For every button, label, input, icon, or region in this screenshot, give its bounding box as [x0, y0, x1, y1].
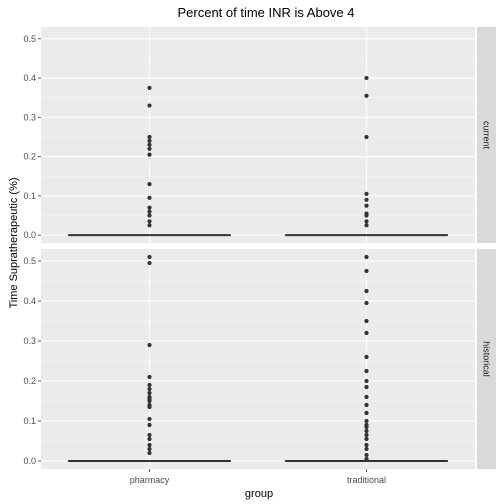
outlier-point	[364, 268, 369, 274]
outlier-point	[147, 152, 152, 157]
facet-panel-current: 0.0 0.1 0.2 0.3 0.4 0.5 current	[23, 27, 496, 243]
outlier-point	[147, 134, 152, 140]
y-tick-label: 0.3	[23, 336, 36, 346]
outlier-point	[364, 300, 369, 306]
outlier-point	[147, 442, 152, 448]
outlier-point	[364, 428, 369, 434]
outlier-point	[147, 103, 152, 108]
outlier-point	[364, 330, 369, 336]
outlier-point	[364, 197, 369, 202]
outlier-point	[364, 191, 369, 197]
chart-title: Percent of time INR is Above 4	[177, 5, 354, 20]
y-tick-label: 0.5	[23, 34, 36, 44]
outlier-point	[364, 318, 369, 324]
outlier-point	[147, 382, 152, 388]
outlier-point	[147, 138, 152, 143]
outlier-point	[364, 418, 369, 424]
outlier-point	[147, 146, 152, 151]
outlier-point	[364, 368, 369, 374]
outlier-point	[364, 75, 369, 81]
outlier-point	[147, 85, 152, 90]
outlier-point	[147, 450, 152, 456]
y-axis-title: Time Supratherapeutic (%)	[8, 177, 20, 308]
outlier-point	[364, 394, 369, 400]
outlier-point	[147, 342, 152, 348]
outlier-point	[147, 205, 152, 210]
outlier-point	[147, 386, 152, 392]
y-tick-label: 0.2	[23, 152, 36, 162]
outlier-point	[364, 219, 369, 224]
y-tick-label: 0.4	[23, 296, 36, 306]
outlier-point	[364, 254, 369, 260]
outlier-point	[147, 374, 152, 380]
facet-strip	[477, 249, 496, 469]
outlier-point	[147, 260, 152, 266]
panel-background	[41, 249, 475, 469]
facet-strip-label: historical	[482, 341, 492, 377]
outlier-point	[147, 390, 152, 396]
facet-panels: 0.0 0.1 0.2 0.3 0.4 0.5 current 0.0 0.1 0.2 0.3 0.4…	[23, 27, 496, 485]
outlier-point	[147, 422, 152, 428]
outlier-point	[364, 354, 369, 360]
outlier-point	[147, 213, 152, 218]
facet-panel-historical: 0.0 0.1 0.2 0.3 0.4 0.5 historical	[23, 249, 496, 469]
outlier-point	[364, 446, 369, 452]
outlier-point	[147, 223, 152, 228]
outlier-point	[364, 134, 369, 140]
x-tick-label: traditional	[347, 475, 386, 485]
outlier-point	[147, 142, 152, 147]
outlier-point	[364, 442, 369, 448]
outlier-point	[147, 195, 152, 200]
outlier-point	[364, 288, 369, 294]
y-tick-label: 0.2	[23, 376, 36, 386]
y-tick-label: 0.4	[23, 73, 36, 83]
x-tick-label: pharmacy	[130, 475, 170, 485]
outlier-point	[364, 456, 369, 462]
outlier-point	[147, 446, 152, 452]
outlier-point	[147, 404, 152, 410]
y-tick-label: 0.3	[23, 112, 36, 122]
y-tick-label: 0.5	[23, 256, 36, 266]
outlier-point	[364, 402, 369, 408]
outlier-point	[147, 181, 152, 187]
outlier-point	[364, 213, 369, 218]
facet-strip-label: current	[482, 121, 492, 150]
outlier-point	[147, 398, 152, 404]
y-tick-label: 0.1	[23, 191, 36, 201]
facet-strip	[477, 27, 496, 243]
y-tick-label: 0.1	[23, 416, 36, 426]
x-axis-title: group	[245, 488, 273, 500]
outlier-point	[364, 410, 369, 416]
outlier-point	[364, 436, 369, 442]
outlier-point	[364, 93, 369, 98]
outlier-point	[147, 416, 152, 422]
outlier-point	[364, 424, 369, 430]
y-tick-label: 0.0	[23, 456, 36, 466]
outlier-point	[147, 219, 152, 224]
panel-background	[41, 27, 475, 243]
outlier-point	[364, 452, 369, 458]
outlier-point	[147, 254, 152, 260]
outlier-point	[364, 384, 369, 390]
outlier-point	[364, 378, 369, 384]
y-tick-label: 0.0	[23, 230, 36, 240]
outlier-point	[364, 203, 369, 208]
outlier-point	[147, 436, 152, 442]
outlier-point	[147, 209, 152, 214]
outlier-point	[364, 223, 369, 228]
outlier-point	[147, 432, 152, 438]
outlier-point	[364, 432, 369, 438]
